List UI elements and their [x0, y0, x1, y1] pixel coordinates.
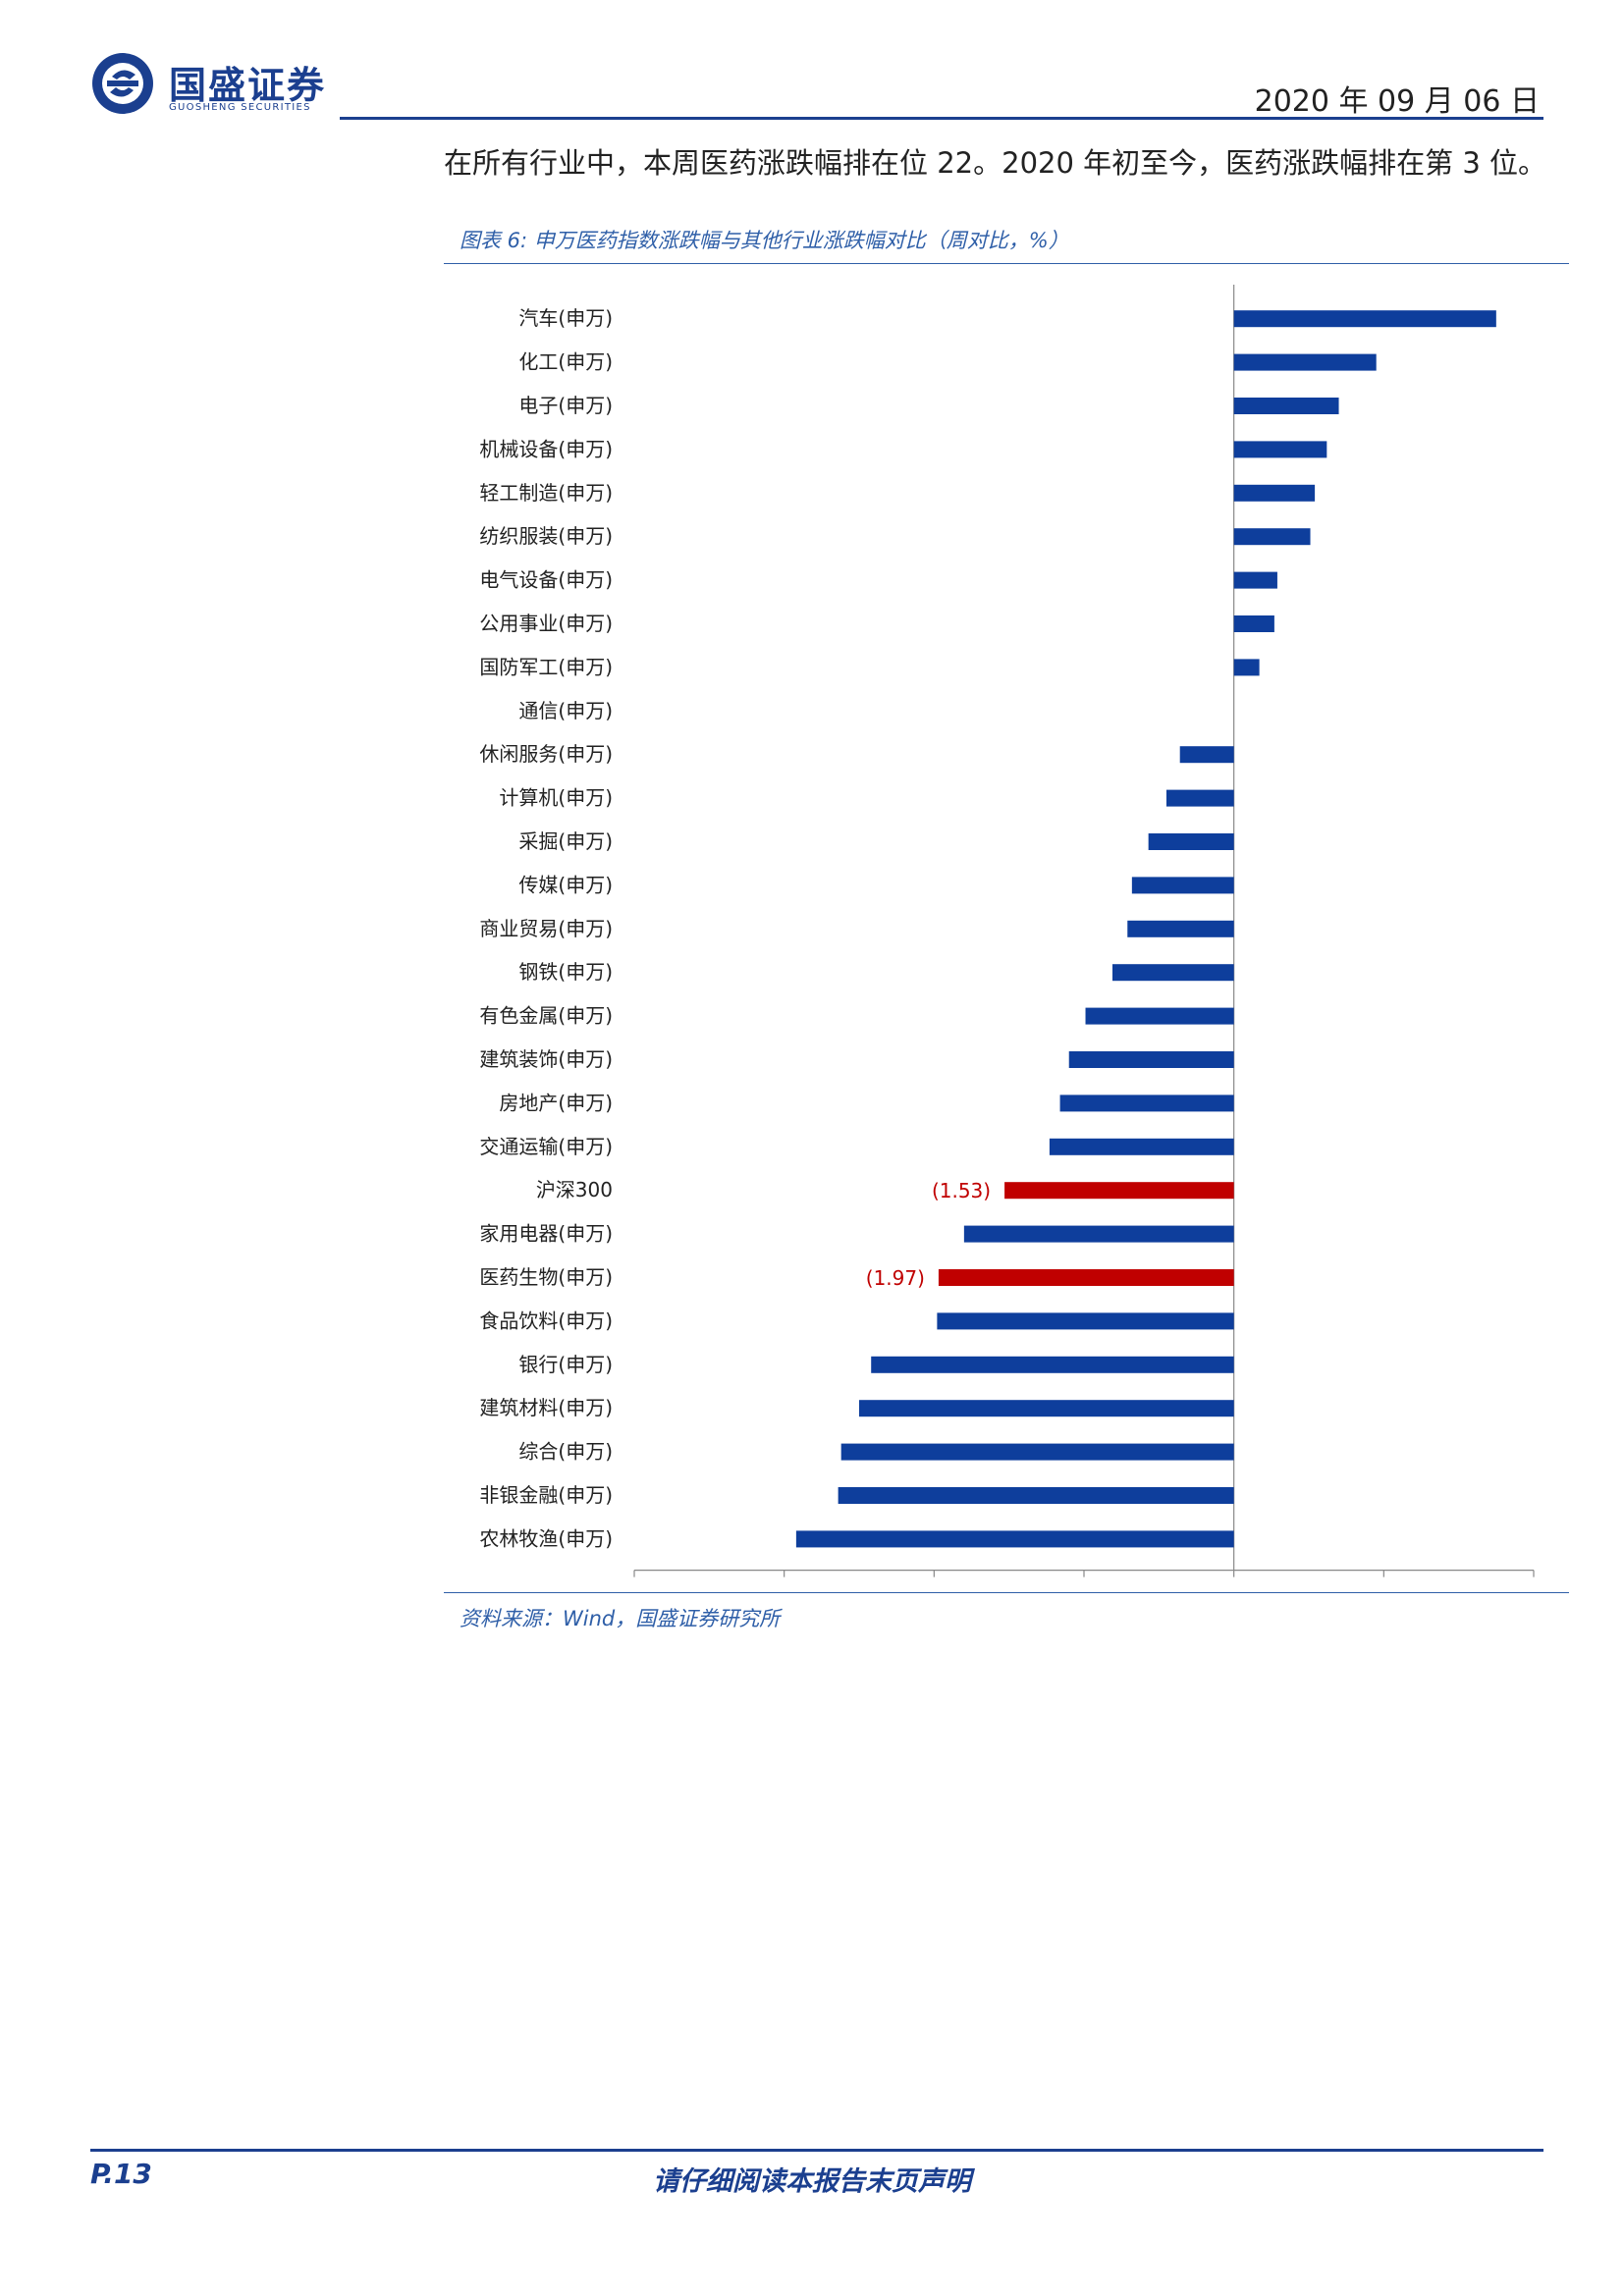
bar [1233, 615, 1274, 632]
category-label: 汽车(申万) [518, 306, 613, 330]
category-label: 钢铁(申万) [518, 960, 613, 984]
category-label: 机械设备(申万) [479, 437, 613, 460]
category-label: 家用电器(申万) [479, 1222, 613, 1246]
bar [838, 1487, 1234, 1504]
figure-top-rule [444, 263, 1569, 264]
footer-divider [90, 2149, 1543, 2152]
x-tick-label: 0 [1227, 1587, 1240, 1590]
bar [1233, 441, 1327, 458]
category-label: 公用事业(申万) [479, 612, 613, 635]
category-label: 休闲服务(申万) [479, 742, 613, 766]
bar [1233, 484, 1316, 502]
category-label: 医药生物(申万) [479, 1265, 613, 1289]
category-label: 农林牧渔(申万) [479, 1526, 613, 1550]
category-label: 银行(申万) [518, 1353, 613, 1376]
x-tick-label: -3 [775, 1587, 794, 1590]
data-label: (1.97) [866, 1266, 925, 1290]
guosheng-logo-icon [92, 53, 153, 114]
category-label: 通信(申万) [518, 699, 613, 722]
bar [1004, 1182, 1234, 1200]
header-divider [340, 117, 1543, 120]
category-label: 采掘(申万) [518, 829, 613, 853]
bar [1233, 528, 1311, 546]
bar [1233, 659, 1260, 676]
category-label: 纺织服装(申万) [479, 524, 613, 548]
bar [859, 1400, 1234, 1417]
bar [1068, 1051, 1234, 1068]
category-label: 综合(申万) [518, 1440, 613, 1464]
category-label: 建筑材料(申万) [479, 1396, 613, 1419]
bar-chart: 汽车(申万) 化工(申万) 电子(申万) 机械设备(申万) 轻工制造(申万) 纺织服装(申… [479, 285, 1541, 1590]
category-label: 电气设备(申万) [479, 568, 613, 592]
brand-subtitle: GUOSHENG SECURITIES [169, 102, 311, 113]
category-label: 非银金融(申万) [479, 1483, 613, 1507]
bar [1112, 964, 1234, 982]
category-label: 建筑装饰(申万) [479, 1047, 613, 1071]
bar [1148, 833, 1234, 850]
category-label: 国防军工(申万) [479, 655, 613, 678]
page-number: P.13 [90, 2158, 152, 2190]
figure-title: 图表 6: 申万医药指数涨跌幅与其他行业涨跌幅对比（周对比，%） [460, 229, 1069, 252]
x-tick-label: 2 [1528, 1587, 1541, 1590]
category-label: 轻工制造(申万) [479, 481, 613, 505]
x-tick-label: 1 [1378, 1587, 1390, 1590]
bar [1131, 877, 1234, 894]
category-label: 计算机(申万) [499, 786, 613, 810]
category-label: 食品饮料(申万) [479, 1308, 613, 1332]
intro-paragraph: 在所有行业中，本周医药涨跌幅排在位 22。2020 年初至今，医药涨跌幅排在第 … [444, 146, 1547, 180]
category-label: 电子(申万) [518, 394, 613, 417]
bar [1233, 310, 1496, 328]
bar [871, 1356, 1234, 1373]
category-label: 化工(申万) [518, 350, 613, 374]
bar [1165, 789, 1234, 807]
bar [840, 1443, 1234, 1461]
bar [1179, 746, 1234, 764]
bar [1233, 571, 1277, 589]
brand-name: 国盛证券 [169, 63, 327, 107]
x-tick-label: -2 [924, 1587, 944, 1590]
bar [1085, 1007, 1234, 1025]
category-label: 房地产(申万) [499, 1091, 613, 1114]
bar [1233, 353, 1377, 371]
category-label: 商业贸易(申万) [479, 917, 613, 940]
category-label: 沪深300 [536, 1178, 613, 1201]
figure-bottom-rule [444, 1592, 1569, 1593]
bar [938, 1269, 1234, 1286]
category-label: 传媒(申万) [518, 873, 613, 896]
figure-source: 资料来源：Wind，国盛证券研究所 [460, 1607, 781, 1630]
category-label: 有色金属(申万) [479, 1004, 613, 1028]
bar [1127, 920, 1234, 937]
bar [937, 1312, 1234, 1330]
brand-logo: 国盛证券 GUOSHENG SECURITIES [90, 47, 346, 120]
x-tick-label: -1 [1074, 1587, 1094, 1590]
bar [1059, 1095, 1234, 1112]
x-tick-label: -4 [624, 1587, 644, 1590]
report-date: 2020 年 09 月 06 日 [1254, 84, 1540, 119]
bar [795, 1530, 1234, 1548]
data-label: (1.53) [932, 1179, 991, 1202]
bar [1233, 398, 1339, 414]
bar [1049, 1138, 1234, 1155]
footer-disclaimer: 请仔细阅读本报告末页声明 [653, 2166, 971, 2197]
bar [963, 1225, 1234, 1243]
category-label: 交通运输(申万) [479, 1135, 613, 1158]
